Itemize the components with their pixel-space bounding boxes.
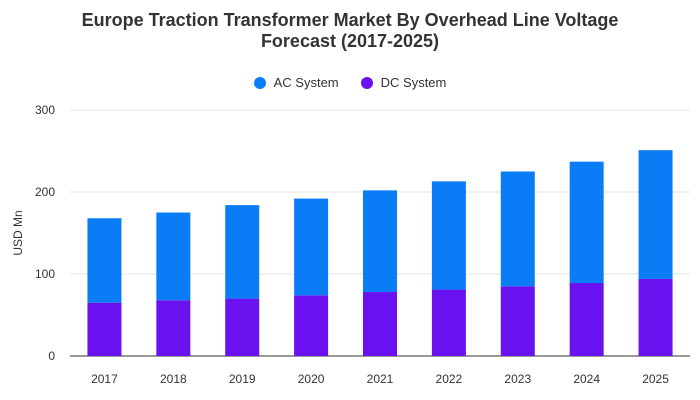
- legend-swatch-dc-system: [360, 76, 373, 89]
- bar-dc-system-2022[interactable]: [431, 289, 466, 356]
- bar-ac-system-2022[interactable]: [431, 181, 466, 290]
- chart-title: Europe Traction Transformer Market By Ov…: [0, 10, 700, 52]
- bar-dc-system-2025[interactable]: [638, 278, 673, 356]
- bar-ac-system-2017[interactable]: [87, 218, 122, 303]
- bar-dc-system-2023[interactable]: [500, 286, 535, 356]
- bar-ac-system-2019[interactable]: [225, 205, 260, 299]
- bar-dc-system-2020[interactable]: [294, 295, 329, 356]
- bar-ac-system-2021[interactable]: [363, 190, 397, 293]
- x-tick-label: 2017: [91, 372, 118, 386]
- bar-ac-system-2020[interactable]: [294, 198, 329, 296]
- x-tick-label: 2019: [229, 372, 256, 386]
- legend-item-ac-system[interactable]: AC System: [253, 75, 339, 90]
- bar-dc-system-2017[interactable]: [87, 302, 122, 356]
- bar-dc-system-2024[interactable]: [569, 283, 604, 356]
- x-tick-label: 2025: [642, 372, 669, 386]
- chart-title-line-2: Forecast (2017-2025): [260, 31, 440, 51]
- x-tick-label: 2018: [160, 372, 187, 386]
- bar-dc-system-2021[interactable]: [363, 292, 397, 356]
- bar-dc-system-2018[interactable]: [156, 300, 191, 356]
- legend-swatch-ac-system: [253, 76, 266, 89]
- y-tick-label: 100: [35, 267, 55, 281]
- bar-ac-system-2023[interactable]: [500, 171, 535, 287]
- legend-item-dc-system[interactable]: DC System: [360, 75, 447, 90]
- legend-label-ac-system: AC System: [273, 75, 339, 90]
- bar-ac-system-2018[interactable]: [156, 212, 191, 301]
- legend-label-dc-system: DC System: [380, 75, 447, 90]
- x-tick-label: 2020: [298, 372, 325, 386]
- x-tick-label: 2023: [504, 372, 531, 386]
- y-tick-label: 200: [35, 185, 55, 199]
- legend: AC System DC System: [0, 75, 700, 90]
- bar-dc-system-2019[interactable]: [225, 298, 260, 356]
- bar-ac-system-2024[interactable]: [569, 161, 604, 284]
- x-tick-label: 2022: [436, 372, 463, 386]
- chart-title-line-1: Europe Traction Transformer Market By Ov…: [81, 10, 619, 30]
- y-axis-title: USD Mn: [11, 210, 25, 255]
- x-tick-label: 2021: [367, 372, 394, 386]
- y-tick-label: 300: [35, 103, 55, 117]
- y-tick-label: 0: [48, 349, 55, 363]
- bar-ac-system-2025[interactable]: [638, 150, 673, 279]
- x-tick-label: 2024: [573, 372, 600, 386]
